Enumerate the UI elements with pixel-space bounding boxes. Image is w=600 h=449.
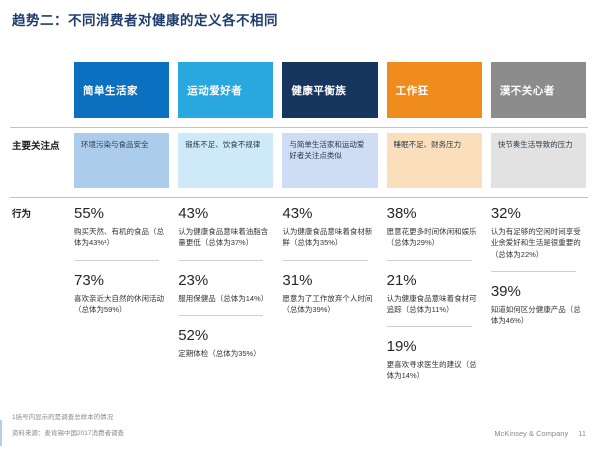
footnote: 1括号内显示的是调查总样本的情况	[12, 414, 114, 421]
stat-block: 39% 知道如何区分健康产品（总体为46%）	[491, 283, 586, 327]
stat-block: 38% 愿意花更多时间休闲和娱乐（总体为29%）	[387, 205, 482, 249]
stat-desc: 认为健康食品意味着食材新鲜（总体为35%）	[282, 227, 373, 248]
stat-block: 21% 认为健康食品意味着食材可追踪（总体为11%）	[387, 272, 482, 316]
stat-desc: 服用保健品（总体为14%）	[178, 293, 269, 303]
row-label-behaviors: 行为	[12, 209, 32, 220]
brand-and-page: McKinsey & Company 11	[494, 429, 586, 438]
stat-divider	[386, 326, 472, 327]
stat-percent: 43%	[178, 205, 209, 222]
segment-header-simple-lifers: 简单生活家	[74, 62, 170, 118]
stat-percent: 52%	[178, 326, 209, 344]
page-number: 11	[578, 429, 586, 438]
stat-block: 43% 认为健康食品意味着食材新鲜（总体为35%）	[282, 205, 377, 249]
stat-desc: 愿意花更多时间休闲和娱乐（总体为29%）	[386, 227, 477, 248]
stat-divider	[282, 259, 368, 261]
stat-desc: 认为健康食品意味着食材可追踪（总体为11%）	[386, 293, 477, 314]
page-title: 趋势二：不同消费者对健康的定义各不相同	[12, 13, 278, 28]
stat-desc: 定期体检（总体为35%）	[178, 348, 261, 358]
segment-header-workaholics: 工作狂	[386, 62, 482, 118]
focus-indifferent: 快节奏生活导致的压力	[490, 133, 587, 188]
stat-desc: 认为健康食品意味着油脂含量更低（总体为37%）	[178, 227, 269, 248]
stat-block: 19% 更喜欢寻求医生的建议（总体为14%）	[387, 338, 482, 382]
stat-percent: 19%	[386, 338, 417, 355]
behaviors-row: 55% 购买天然、有机的食品（总体为43%¹） 73% 喜欢亲近大自然的休闲活动…	[74, 205, 586, 382]
behavior-column-workaholics: 38% 愿意花更多时间休闲和娱乐（总体为29%） 21% 认为健康食品意味着食材…	[386, 205, 482, 382]
stat-percent: 32%	[490, 205, 521, 222]
stat-percent: 73%	[74, 271, 105, 289]
source-note: 资料来源：麦肯锡中国2017消费者调查	[12, 430, 124, 437]
stat-block: 73% 喜欢亲近大自然的休闲活动（总体为59%）	[74, 272, 169, 316]
row-divider-top	[10, 127, 588, 128]
stat-percent: 21%	[386, 271, 417, 289]
stat-divider	[490, 270, 577, 272]
focus-workaholics: 睡眠不足、财务压力	[386, 133, 482, 188]
stat-percent: 43%	[282, 205, 313, 222]
stat-desc: 更喜欢寻求医生的建议（总体为14%）	[386, 360, 477, 381]
stat-divider	[178, 259, 264, 261]
row-label-main-concerns: 主要关注点	[12, 141, 60, 152]
stat-block: 55% 购买天然、有机的食品（总体为43%¹）	[74, 205, 169, 249]
behavior-column-simple-lifers: 55% 购买天然、有机的食品（总体为43%¹） 73% 喜欢亲近大自然的休闲活动…	[74, 205, 169, 315]
focus-balanced-pursuers: 与简单生活家和运动爱好者关注点类似	[282, 133, 378, 188]
behavior-column-balanced-pursuers: 43% 认为健康食品意味着食材新鲜（总体为35%） 31% 愿意为了工作放弃个人…	[282, 205, 377, 315]
segment-header-exercise-enthusiasts: 运动爱好者	[178, 62, 274, 118]
stat-block: 31% 愿意为了工作放弃个人时间（总体为39%）	[282, 272, 377, 316]
row-divider-bottom	[10, 197, 588, 198]
stat-block: 23% 服用保健品（总体为14%）	[178, 272, 273, 304]
focus-exercise-enthusiasts: 锻炼不足、饮食不规律	[178, 133, 274, 188]
slide-edge-mark	[0, 420, 2, 446]
segment-header-indifferent: 漠不关心者	[490, 62, 587, 118]
stat-divider	[386, 259, 472, 261]
brand-name: McKinsey & Company	[494, 429, 569, 438]
behavior-column-exercise-enthusiasts: 43% 认为健康食品意味着油脂含量更低（总体为37%） 23% 服用保健品（总体…	[178, 205, 273, 359]
stat-block: 43% 认为健康食品意味着油脂含量更低（总体为37%）	[178, 205, 273, 249]
stat-desc: 喜欢亲近大自然的休闲活动（总体为59%）	[74, 293, 164, 314]
stat-percent: 31%	[282, 271, 313, 289]
stat-percent: 55%	[74, 205, 105, 222]
stat-desc: 购买天然、有机的食品（总体为43%¹）	[74, 227, 164, 248]
stat-percent: 38%	[386, 205, 417, 222]
stat-divider	[178, 314, 264, 316]
focus-simple-lifers: 环境污染与食品安全	[74, 133, 170, 188]
stat-block: 32% 认为有足够的空闲时间享受业余爱好和生活是很重要的（总体为22%）	[491, 205, 586, 260]
stat-percent: 39%	[490, 282, 521, 300]
segment-header-balanced-pursuers: 健康平衡族	[282, 62, 378, 118]
main-concerns-row: 环境污染与食品安全 锻炼不足、饮食不规律 与简单生活家和运动爱好者关注点类似 睡…	[74, 133, 587, 188]
behavior-column-indifferent: 32% 认为有足够的空闲时间享受业余爱好和生活是很重要的（总体为22%） 39%…	[490, 205, 586, 327]
stat-block: 52% 定期体检（总体为35%）	[178, 327, 273, 359]
stat-desc: 认为有足够的空闲时间享受业余爱好和生活是很重要的（总体为22%）	[490, 227, 581, 259]
stat-desc: 愿意为了工作放弃个人时间（总体为39%）	[282, 293, 373, 314]
stat-percent: 23%	[178, 271, 209, 289]
stat-desc: 知道如何区分健康产品（总体为46%）	[490, 304, 581, 325]
segment-headers-row: 简单生活家 运动爱好者 健康平衡族 工作狂 漠不关心者	[74, 62, 587, 118]
stat-divider	[74, 259, 160, 261]
